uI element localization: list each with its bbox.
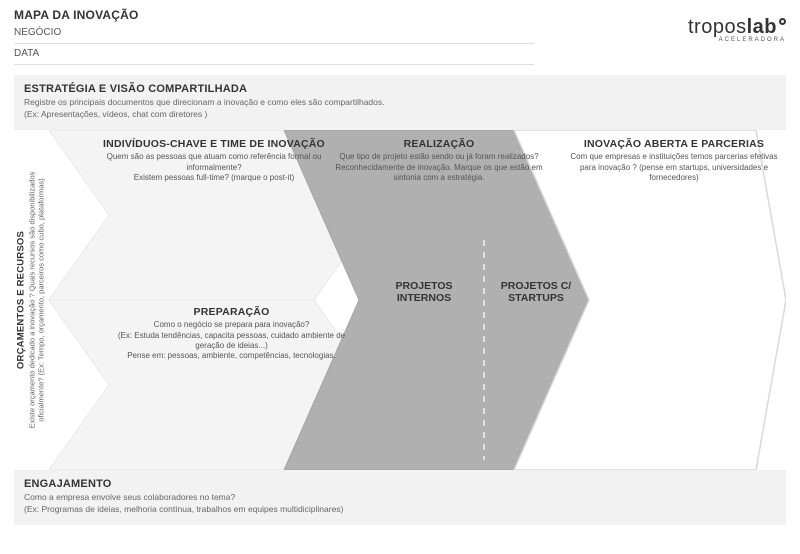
preparation-title: PREPARAÇÃO xyxy=(109,306,354,318)
engagement-desc: Como a empresa envolve seus colaboradore… xyxy=(24,492,776,515)
page-title: MAPA DA INOVAÇÃO xyxy=(14,6,534,25)
divider xyxy=(14,43,534,44)
open-innovation-title: INOVAÇÃO ABERTA E PARCERIAS xyxy=(569,138,779,150)
logo-dot-icon xyxy=(779,18,786,25)
logo-light: tropos xyxy=(688,16,747,38)
logo: troposlab ACELERADORA xyxy=(688,6,786,43)
sidebar-label: ORÇAMENTOS E RECURSOS Existe orçamento d… xyxy=(16,150,47,450)
meta-negocio: NEGÓCIO xyxy=(14,25,534,41)
divider xyxy=(14,64,534,65)
individuals-desc: Quem são as pessoas que atuam como refer… xyxy=(99,152,329,183)
logo-text: troposlab xyxy=(688,16,786,39)
block-realization: REALIZAÇÃO Que tipo de projeto estão sen… xyxy=(329,138,549,183)
realization-sub-left: PROJETOS INTERNOS xyxy=(374,280,474,304)
arrow-diagram: ORÇAMENTOS E RECURSOS Existe orçamento d… xyxy=(14,130,786,470)
open-innovation-desc: Com que empresas e instituições temos pa… xyxy=(569,152,779,183)
innovation-map: MAPA DA INOVAÇÃO NEGÓCIO DATA troposlab … xyxy=(0,0,800,554)
meta-data: DATA xyxy=(14,46,534,62)
sidebar-desc: Existe orçamento dedicado a inovação ? Q… xyxy=(28,150,47,450)
engagement-band: ENGAJAMENTO Como a empresa envolve seus … xyxy=(14,470,786,525)
strategy-desc: Registre os principais documentos que di… xyxy=(24,97,776,120)
sidebar-title: ORÇAMENTOS E RECURSOS xyxy=(16,150,27,450)
logo-bold: lab xyxy=(747,16,777,38)
block-open-innovation: INOVAÇÃO ABERTA E PARCERIAS Com que empr… xyxy=(569,138,779,183)
preparation-desc: Como o negócio se prepara para inovação?… xyxy=(109,320,354,362)
strategy-title: ESTRATÉGIA E VISÃO COMPARTILHADA xyxy=(24,83,776,95)
realization-title: REALIZAÇÃO xyxy=(329,138,549,150)
block-individuals: INDIVÍDUOS-CHAVE E TIME DE INOVAÇÃO Quem… xyxy=(99,138,329,183)
header: MAPA DA INOVAÇÃO NEGÓCIO DATA troposlab … xyxy=(0,0,800,67)
strategy-band: ESTRATÉGIA E VISÃO COMPARTILHADA Registr… xyxy=(14,75,786,130)
header-left: MAPA DA INOVAÇÃO NEGÓCIO DATA xyxy=(14,6,534,67)
individuals-title: INDIVÍDUOS-CHAVE E TIME DE INOVAÇÃO xyxy=(99,138,329,150)
realization-sub-right: PROJETOS C/ STARTUPS xyxy=(486,280,586,304)
engagement-title: ENGAJAMENTO xyxy=(24,478,776,490)
block-preparation: PREPARAÇÃO Como o negócio se prepara par… xyxy=(109,306,354,362)
realization-desc: Que tipo de projeto estão sendo ou já fo… xyxy=(329,152,549,183)
